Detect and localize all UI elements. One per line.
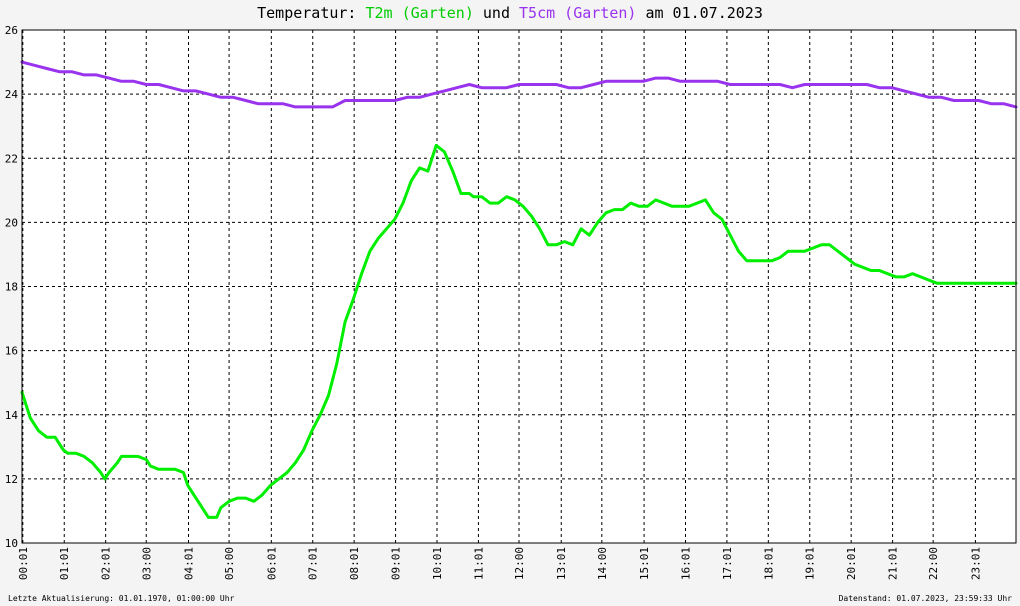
y-tick-label: 10 [5, 537, 18, 550]
x-tick-label: 21:01 [887, 547, 900, 580]
footer-last-update: Letzte Aktualisierung: 01.01.1970, 01:00… [8, 594, 235, 603]
x-tick-label: 05:00 [223, 547, 236, 580]
x-tick-label: 11:01 [472, 547, 485, 580]
series-lines [20, 60, 1018, 519]
y-tick-label: 12 [5, 473, 18, 486]
y-tick-label: 24 [5, 88, 19, 101]
series-line-t5cm [20, 60, 1018, 109]
x-tick-label: 08:01 [348, 547, 361, 580]
x-tick-label: 16:01 [679, 547, 692, 580]
x-tick-label: 15:01 [638, 547, 651, 580]
x-tick-label: 07:01 [307, 547, 320, 580]
y-tick-label: 14 [5, 409, 19, 422]
title-prefix: Temperatur: [257, 4, 365, 22]
plot-area [22, 30, 1016, 543]
y-tick-label: 22 [5, 152, 18, 165]
x-tick-label: 02:01 [100, 547, 113, 580]
x-tick-label: 18:01 [762, 547, 775, 580]
y-tick-label: 20 [5, 216, 18, 229]
footer-data-status: Datenstand: 01.07.2023, 23:59:33 Uhr [839, 594, 1013, 603]
y-tick-label: 18 [5, 281, 18, 294]
title-middle: und [483, 4, 519, 22]
y-axis-ticks: 10 12 14 16 18 20 22 24 26 [5, 24, 19, 550]
chart-title: Temperatur: T2m (Garten) und T5cm (Garte… [257, 4, 763, 22]
x-axis-ticks: 00:01 01:01 02:01 03:00 04:01 05:00 06:01 07:01… [17, 547, 983, 580]
x-tick-label: 00:01 [17, 547, 30, 580]
title-series-t5cm: T5cm (Garten) [519, 4, 636, 22]
x-tick-label: 22:00 [927, 547, 940, 580]
x-tick-label: 01:01 [58, 547, 71, 580]
x-tick-label: 20:01 [845, 547, 858, 580]
x-tick-label: 12:00 [513, 547, 526, 580]
title-date: am 01.07.2023 [645, 4, 762, 22]
x-tick-label: 03:00 [140, 547, 153, 580]
y-tick-label: 16 [5, 345, 18, 358]
x-tick-label: 04:01 [182, 547, 195, 580]
x-tick-label: 19:01 [804, 547, 817, 580]
x-tick-label: 09:01 [390, 547, 403, 580]
series-line-t2m [20, 143, 1018, 519]
x-tick-label: 06:01 [265, 547, 278, 580]
grid [22, 30, 1016, 543]
plot-border [21, 29, 1017, 544]
x-tick-label: 23:01 [969, 547, 982, 580]
x-tick-label: 17:01 [721, 547, 734, 580]
x-tick-label: 10:01 [431, 547, 444, 580]
x-tick-label: 14:00 [596, 547, 609, 580]
y-tick-label: 26 [5, 24, 18, 37]
x-tick-label: 13:01 [555, 547, 568, 580]
title-series-t2m: T2m (Garten) [366, 4, 474, 22]
